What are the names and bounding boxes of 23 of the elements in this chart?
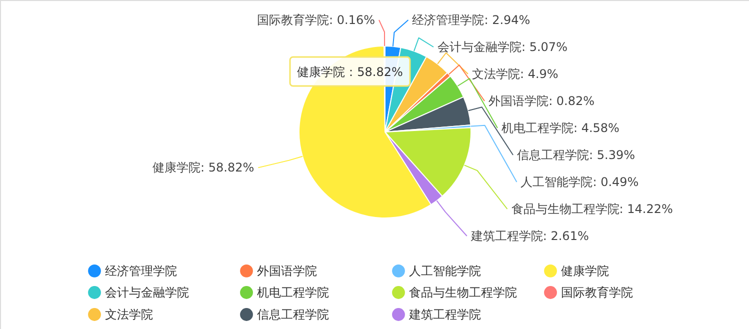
text: 健康学院：58.82% xyxy=(297,65,403,79)
legend-label: 信息工程学院 xyxy=(257,308,329,322)
legend-label: 机电工程学院 xyxy=(257,286,329,300)
legend-label: 人工智能学院 xyxy=(409,264,481,278)
legend-label: 健康学院 xyxy=(561,264,609,278)
legend-label: 文法学院 xyxy=(105,308,153,322)
legend-label: 国际教育学院 xyxy=(561,286,633,300)
data-label: 国际教育学院: 0.16% xyxy=(257,13,375,27)
legend-label: 会计与金融学院 xyxy=(105,286,189,300)
data-label: 人工智能学院: 0.49% xyxy=(520,175,639,189)
data-label: 健康学院: 58.82% xyxy=(152,160,254,175)
data-label: 文法学院: 4.9% xyxy=(472,67,558,81)
data-label: 机电工程学院: 4.58% xyxy=(501,121,620,135)
data-label: 会计与金融学院: 5.07% xyxy=(437,40,568,54)
data-label: 食品与生物工程学院: 14.22% xyxy=(511,202,673,216)
legend-label: 外国语学院 xyxy=(257,264,317,278)
data-label: 信息工程学院: 5.39% xyxy=(517,148,636,162)
data-label: 外国语学院: 0.82% xyxy=(488,94,595,108)
legend-label: 食品与生物工程学院 xyxy=(409,286,517,300)
data-label: 建筑工程学院: 2.61% xyxy=(470,229,589,243)
legend-label: 建筑工程学院 xyxy=(408,308,481,322)
legend-label: 经济管理学院 xyxy=(105,264,177,278)
data-label: 经济管理学院: 2.94% xyxy=(412,13,530,27)
